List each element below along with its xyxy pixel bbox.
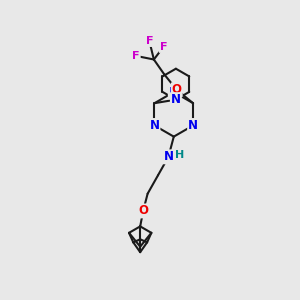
Text: F: F [132, 51, 140, 61]
Text: N: N [149, 119, 160, 132]
Text: N: N [171, 93, 181, 106]
Text: N: N [164, 150, 173, 163]
Text: H: H [175, 150, 184, 160]
Text: O: O [172, 83, 182, 96]
Text: N: N [169, 85, 179, 98]
Text: F: F [160, 42, 167, 52]
Text: O: O [138, 204, 148, 218]
Text: N: N [188, 119, 198, 132]
Text: F: F [146, 36, 153, 46]
